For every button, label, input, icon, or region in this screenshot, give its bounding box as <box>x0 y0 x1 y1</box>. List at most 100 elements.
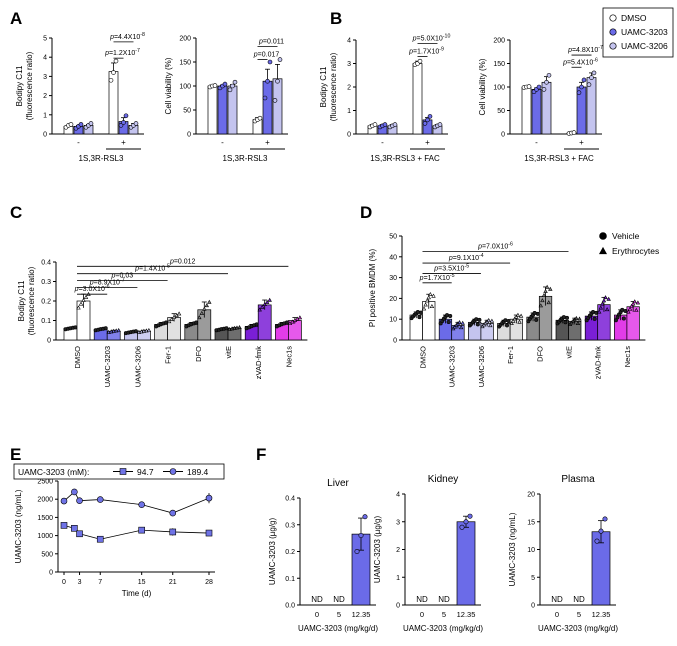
data-point-triangle <box>202 306 207 311</box>
y-tick-label: 1 <box>43 112 47 119</box>
y-tick-label: 0.0 <box>285 603 295 610</box>
y-tick-label: 0.1 <box>41 318 51 325</box>
y-axis-label-line: (fluorescence ratio) <box>27 266 36 335</box>
data-point-circle <box>417 58 423 64</box>
data-point-circle <box>592 316 597 321</box>
category-label-group: DMSO <box>73 346 82 369</box>
data-point-triangle <box>544 284 550 289</box>
data-point-circle <box>257 115 263 121</box>
data-point-circle <box>372 122 378 127</box>
category-label-group: DFO <box>535 346 544 362</box>
chart-title: Liver <box>327 478 349 489</box>
data-point-triangle <box>421 306 427 311</box>
category-label-group: vitE <box>565 346 574 359</box>
data-point-circle <box>169 509 177 517</box>
y-tick-label: 4 <box>43 55 47 62</box>
data-point-circle <box>232 79 238 85</box>
data-point-circle <box>121 120 126 125</box>
data-point-circle <box>591 70 597 76</box>
p-value-label: p=0.03 <box>110 273 133 280</box>
y-axis-label: Bodipy C11 (fluorescence ratio) <box>319 52 338 121</box>
category-label: UAMC-3203 <box>448 346 457 387</box>
data-point-circle <box>425 117 430 123</box>
p-value-label: p=4.4X10-8 <box>109 32 145 41</box>
y-tick-label: 3 <box>396 519 400 526</box>
y-tick-label: 0 <box>396 603 400 610</box>
y-axis-label-line: UAMC-3203 (µg/g) <box>373 516 382 584</box>
y-tick-label: 1500 <box>37 515 53 522</box>
legend-label: 94.7 <box>137 467 154 477</box>
category-label-group: Nec1s <box>623 346 632 368</box>
series-line <box>63 491 210 514</box>
data-point-triangle <box>262 302 267 307</box>
y-axis-label: PI positive BMDM (%) <box>368 249 377 328</box>
y-tick-label: 0 <box>187 132 191 139</box>
p-value-label: p=3.5X10-5 <box>433 263 469 272</box>
y-axis-label: Cell viability (%) <box>164 57 173 114</box>
legend-marker-circle <box>169 468 177 475</box>
y-tick-label: 2 <box>396 547 400 554</box>
data-point-circle <box>581 77 587 83</box>
data-point-circle <box>422 121 428 126</box>
data-point-triangle <box>460 320 465 325</box>
data-point-triangle <box>626 309 631 314</box>
data-point-circle <box>68 122 74 127</box>
category-label-group: zVAD-fmk <box>594 346 603 379</box>
data-point-triangle <box>601 298 607 303</box>
data-point-circle <box>576 90 582 95</box>
data-point-triangle <box>517 319 522 324</box>
data-point-triangle <box>514 314 519 319</box>
chart-F2: Kidney 0 1 2 3 4 UAMC-3203 (µg/g) 0 ND 5 ND 12.35 UA… <box>373 474 483 633</box>
data-point-triangle <box>486 317 491 322</box>
data-point-circle <box>71 488 78 496</box>
chart-E: 0 500 1000 1500 2000 2500 0 3 7 15 21 28 Time (d) UAM… <box>13 463 225 598</box>
data-point-triangle <box>548 286 553 291</box>
data-point-triangle <box>297 315 303 320</box>
y-tick-label: 100 <box>179 84 191 91</box>
p-value-label: p=1.7X10-9 <box>408 46 444 55</box>
data-point-triangle <box>76 305 81 310</box>
data-point-triangle <box>546 300 551 305</box>
data-point-circle <box>534 317 539 322</box>
p-value-label: p=7.0X10-6 <box>477 242 513 251</box>
y-tick-label: 5 <box>43 36 47 43</box>
p-value-label: p=0.012 <box>169 258 196 265</box>
chart-A2: 0 50 100 150 200 Cell viability (%) - +1S,3R-RS… <box>164 36 288 163</box>
data-point-circle <box>222 81 228 87</box>
x-axis-label: UAMC-3203 (mg/kg/d) <box>538 624 618 633</box>
data-point-triangle <box>423 302 428 307</box>
data-point-triangle <box>575 321 581 325</box>
data-point-triangle <box>78 301 84 306</box>
data-point-circle <box>76 497 83 504</box>
data-point-square <box>138 526 145 534</box>
category-label: UAMC-3206 <box>477 346 486 387</box>
data-point-circle <box>561 315 566 320</box>
p-value-label: p=9.1X10-4 <box>448 253 484 262</box>
bar <box>262 80 273 135</box>
category-label: zVAD-fmk <box>594 346 603 379</box>
data-point-circle <box>536 84 542 90</box>
data-point-circle <box>275 78 280 84</box>
p-value-label: p=0.017 <box>253 52 280 59</box>
category-label-group: UAMC-3203 <box>448 346 457 387</box>
data-point-triangle <box>606 296 611 301</box>
y-tick-label: 150 <box>179 60 191 67</box>
y-tick-label: 10 <box>527 547 535 554</box>
y-tick-label: 0 <box>49 570 53 577</box>
data-point-circle <box>598 528 604 534</box>
x-tick-label: 28 <box>205 579 213 586</box>
y-tick-label: 0 <box>393 338 397 345</box>
y-tick-label: 40 <box>389 254 397 261</box>
y-tick-label: 0 <box>531 603 535 610</box>
data-point-circle <box>358 532 364 538</box>
y-axis-label: Bodipy C11 (fluorescence ratio) <box>15 51 34 120</box>
data-point-circle <box>477 317 482 322</box>
category-label: vitE <box>565 346 574 359</box>
data-point-triangle <box>634 307 639 312</box>
chart-A1: 0 1 2 3 4 5 Bodipy C11 (fluorescence ratio) - +1S… <box>15 32 145 163</box>
x-tick-label: 21 <box>169 579 177 586</box>
legend-marker-square <box>119 468 127 475</box>
category-label: Nec1s <box>284 346 293 368</box>
